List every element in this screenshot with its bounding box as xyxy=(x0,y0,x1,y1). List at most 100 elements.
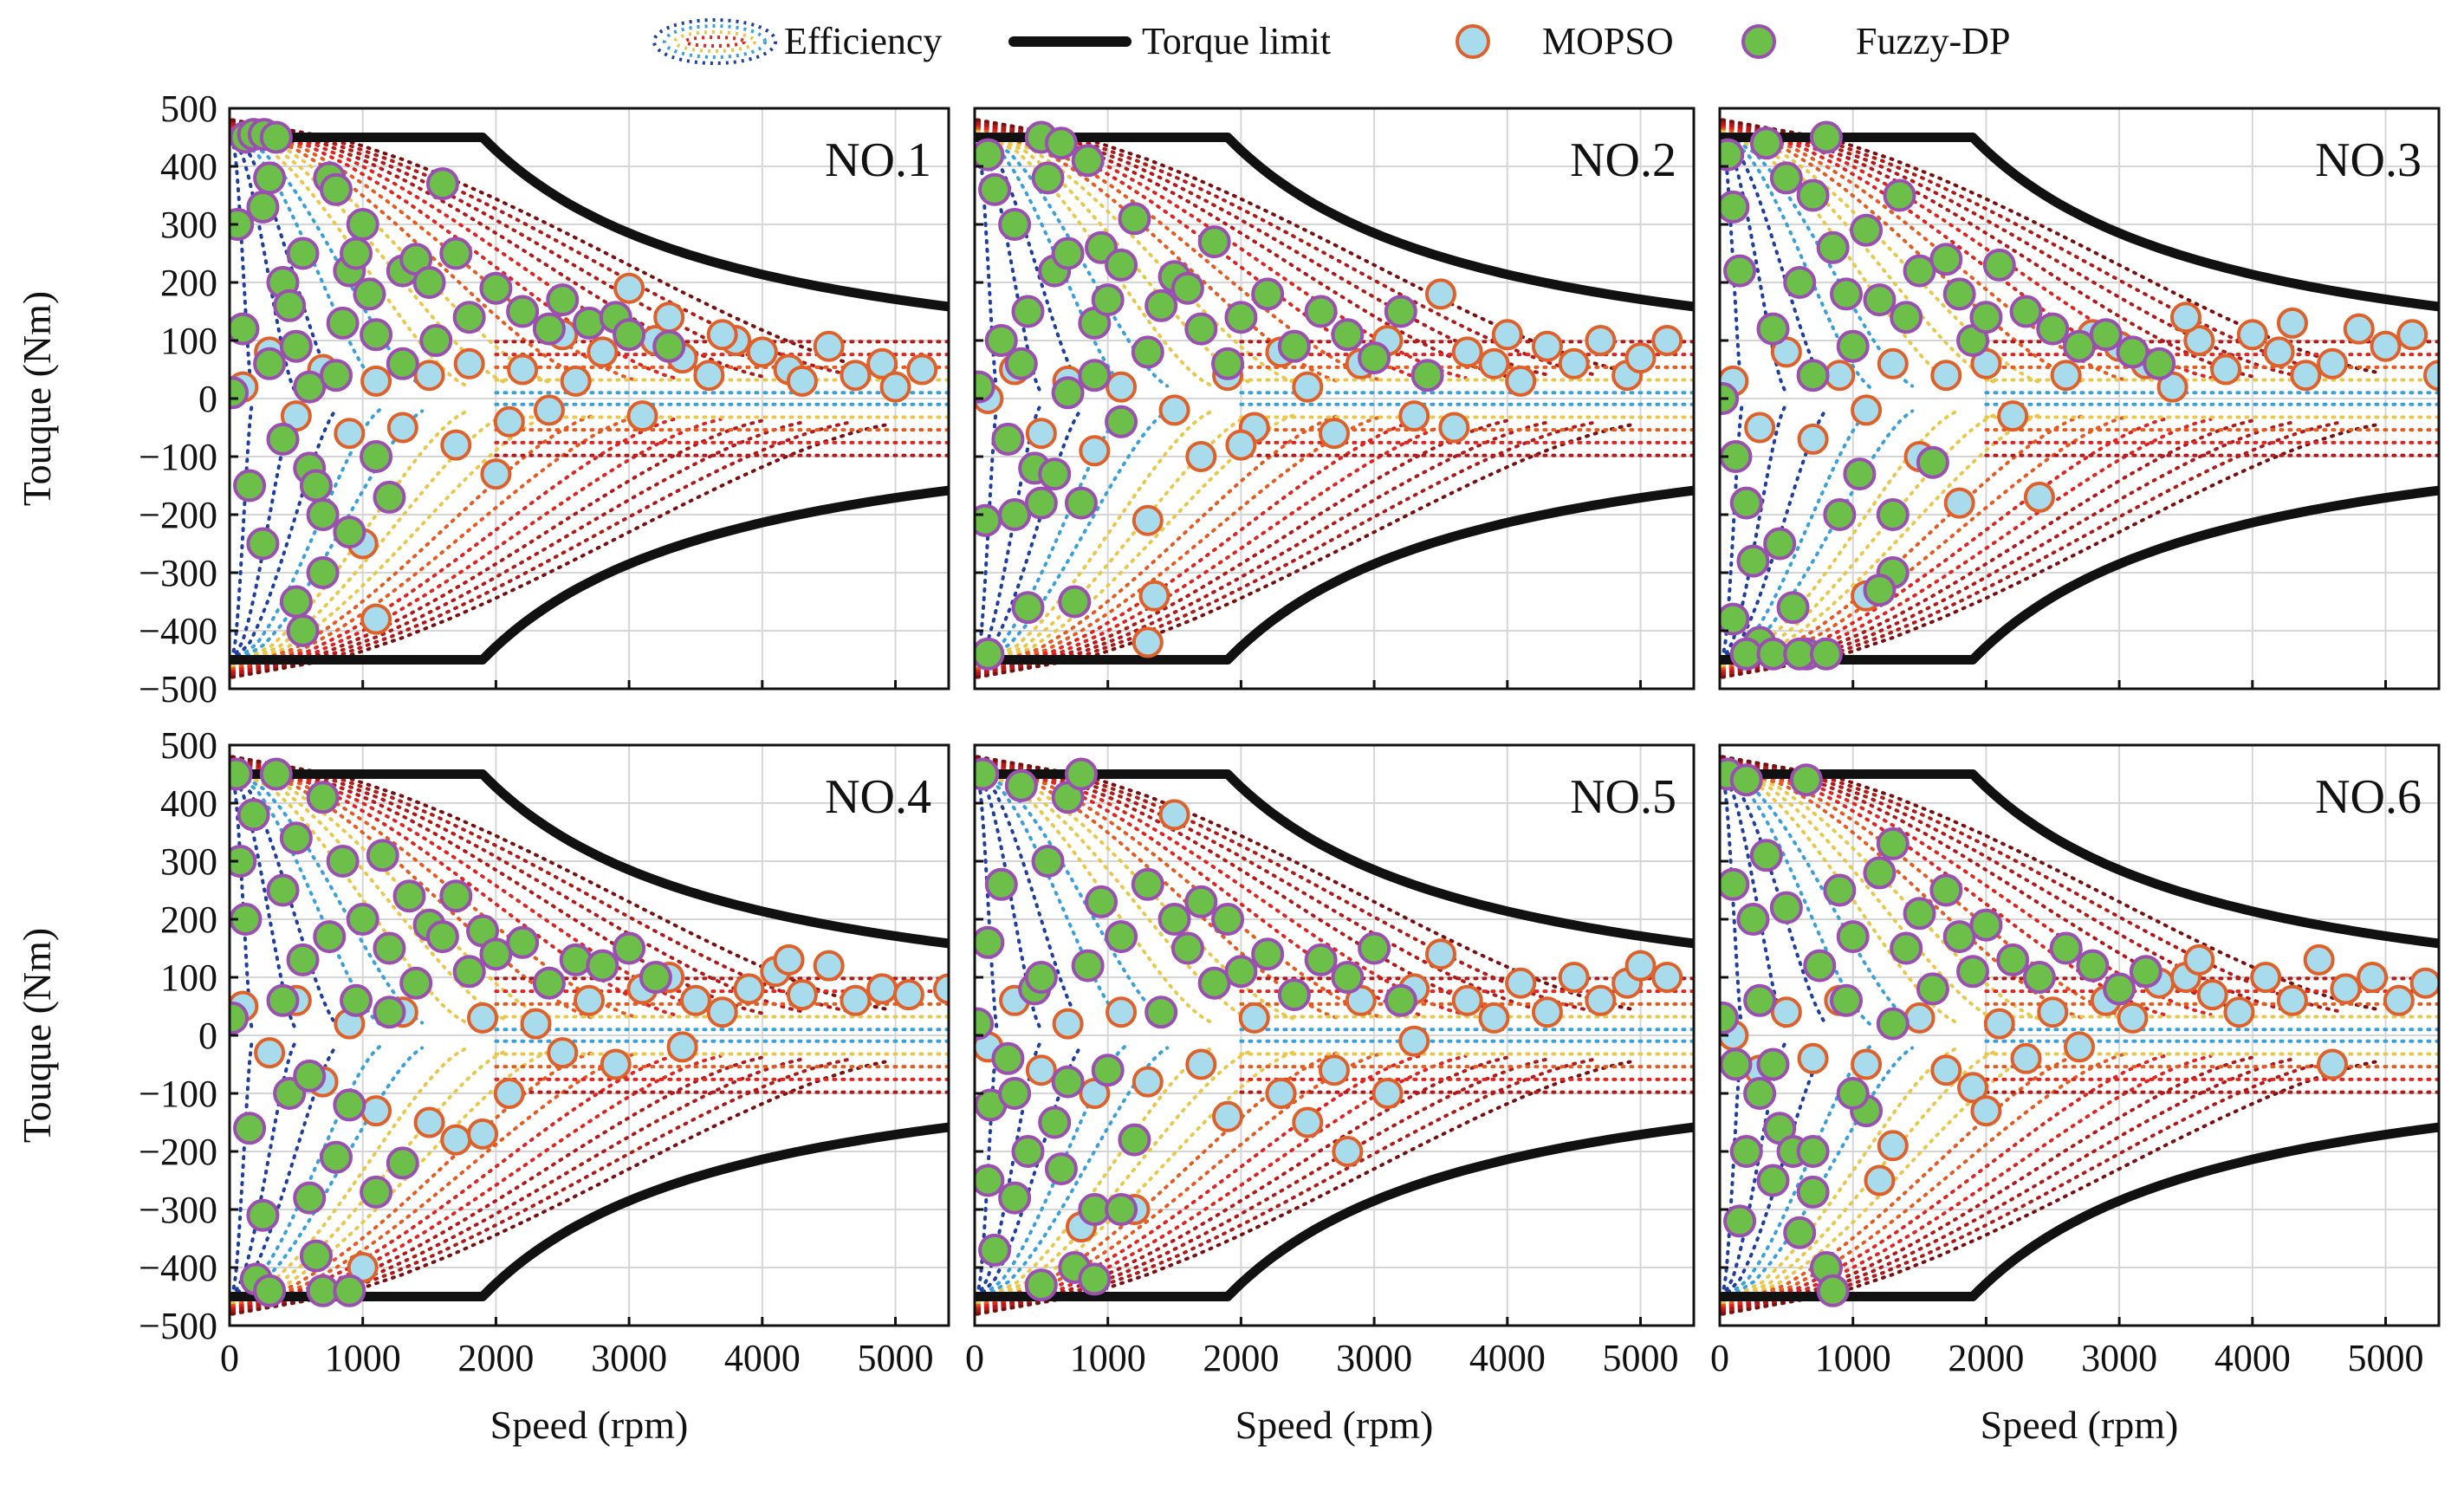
legend: Efficiency Torque limit MOPSO Fuzzy-DP xyxy=(652,18,2010,65)
mopso-point xyxy=(413,1106,445,1138)
efficiency-contour xyxy=(976,420,1595,678)
efficiency-contour xyxy=(976,406,1084,665)
x-tick-label: 3000 xyxy=(1336,1337,1412,1379)
efficiency-contour xyxy=(1721,757,2298,1015)
fuzzy-dp-point xyxy=(439,879,473,913)
efficiency-contour xyxy=(976,126,1339,384)
efficiency-contour xyxy=(976,1045,1126,1302)
efficiency-contour xyxy=(1721,1046,1915,1303)
fuzzy-dp-point xyxy=(1916,445,1949,479)
mopso-point xyxy=(2263,336,2295,368)
efficiency-contour xyxy=(976,1053,1425,1310)
y-tick-label: 200 xyxy=(160,898,217,941)
fuzzy-dp-point xyxy=(1863,574,1897,607)
fuzzy-dp-point xyxy=(293,1059,327,1093)
mopso-point xyxy=(2423,360,2439,392)
fuzzy-dp-point xyxy=(546,283,580,317)
y-tick-label: 500 xyxy=(160,724,217,767)
efficiency-contour xyxy=(1721,758,2255,1015)
fuzzy-dp-point xyxy=(1720,1047,1753,1081)
fuzzy-dp-point xyxy=(299,469,333,503)
efficiency-contour xyxy=(976,122,1468,380)
fuzzy-dp-point xyxy=(366,839,399,872)
legend-efficiency-ring xyxy=(663,24,767,59)
fuzzy-dp-point xyxy=(1956,955,1990,989)
efficiency-contour xyxy=(1721,772,1744,1029)
efficiency-contour xyxy=(230,422,893,679)
fuzzy-dp-point xyxy=(319,172,353,206)
fuzzy-dp-point xyxy=(313,920,347,954)
fuzzy-dp-point xyxy=(1720,190,1750,224)
fuzzy-dp-point xyxy=(1184,885,1218,918)
mopso-point xyxy=(2196,979,2228,1011)
efficiency-contour xyxy=(230,762,594,1021)
efficiency-contour xyxy=(976,768,1126,1026)
efficiency-contour xyxy=(1721,1052,2128,1309)
efficiency-contour xyxy=(976,409,1170,666)
fuzzy-dp-point xyxy=(360,440,393,473)
y-tick-label: 400 xyxy=(160,146,217,188)
mopso-point xyxy=(2290,360,2322,392)
mopso-point xyxy=(2370,330,2402,362)
efficiency-contour xyxy=(976,129,1212,387)
mopso-point xyxy=(2383,984,2415,1016)
efficiency-contour xyxy=(1721,1047,1957,1305)
mopso-point xyxy=(892,979,924,1011)
fuzzy-dp-point xyxy=(1996,943,2030,976)
panel-no5: NO.5 0 1000 2000 3000 4000 5000 Speed (rpm) xyxy=(965,743,1696,1447)
y-tick-label: 400 xyxy=(160,782,217,825)
torque-limit-upper xyxy=(1720,769,2439,949)
fuzzy-dp-point xyxy=(1044,126,1078,160)
mopso-point xyxy=(440,1124,472,1156)
fuzzy-dp-point xyxy=(1756,312,1790,346)
fuzzy-dp-point xyxy=(479,271,513,305)
fuzzy-dp-point xyxy=(1091,283,1125,317)
fuzzy-dp-point xyxy=(2076,949,2110,982)
mopso-point xyxy=(560,365,592,397)
fuzzy-dp-point xyxy=(998,1077,1032,1110)
fuzzy-dp-point xyxy=(2143,347,2176,380)
efficiency-contour xyxy=(230,418,765,676)
legend-label-fuzzy-dp: Fuzzy-DP xyxy=(1856,20,2010,62)
mopso-point xyxy=(453,347,485,379)
legend-item-fuzzy-dp: Fuzzy-DP xyxy=(1741,20,2010,62)
efficiency-contour xyxy=(230,406,339,665)
fuzzy-dp-point xyxy=(237,798,270,832)
fuzzy-dp-point xyxy=(2129,955,2162,989)
mopso-point xyxy=(866,973,898,1005)
fuzzy-dp-point xyxy=(1729,1135,1763,1168)
fuzzy-dp-point xyxy=(1836,1077,1870,1110)
panel-title: NO.4 xyxy=(825,770,931,824)
mopso-point xyxy=(2169,302,2201,334)
efficiency-contour xyxy=(1721,1056,2298,1313)
efficiency-contour xyxy=(976,1055,1510,1313)
x-tick-label: 3000 xyxy=(2081,1337,2157,1379)
fuzzy-dp-point xyxy=(1823,873,1857,907)
efficiency-contour xyxy=(230,765,509,1022)
mopso-point xyxy=(1025,1054,1057,1086)
legend-efficiency-ring xyxy=(652,18,777,65)
fuzzy-dp-point xyxy=(652,329,686,363)
efficiency-contour xyxy=(1721,422,2383,679)
fuzzy-dp-point xyxy=(1118,202,1151,236)
mopso-series xyxy=(1720,944,2439,1196)
mopso-point xyxy=(2317,1048,2349,1080)
x-tick-label: 5000 xyxy=(1603,1337,1679,1379)
fuzzy-dp-point xyxy=(1756,1164,1790,1197)
fuzzy-dp-point xyxy=(1004,347,1038,380)
fuzzy-dp-point xyxy=(1796,178,1830,212)
mopso-point xyxy=(933,973,949,1005)
efficiency-contour xyxy=(230,755,893,1012)
fuzzy-dp-point xyxy=(1157,903,1191,936)
fuzzy-dp-point xyxy=(360,1175,393,1209)
fuzzy-dp-point xyxy=(1816,1274,1850,1307)
mopso-point xyxy=(666,1031,698,1063)
fuzzy-dp-point xyxy=(360,318,393,352)
mopso-point xyxy=(2050,360,2082,392)
plot-area xyxy=(230,118,949,679)
fuzzy-dp-point xyxy=(613,931,646,965)
efficiency-contour xyxy=(230,121,765,379)
panel-title: NO.1 xyxy=(825,133,931,187)
efficiency-contour xyxy=(1721,764,2042,1021)
torque-limit-lower xyxy=(230,1122,949,1301)
